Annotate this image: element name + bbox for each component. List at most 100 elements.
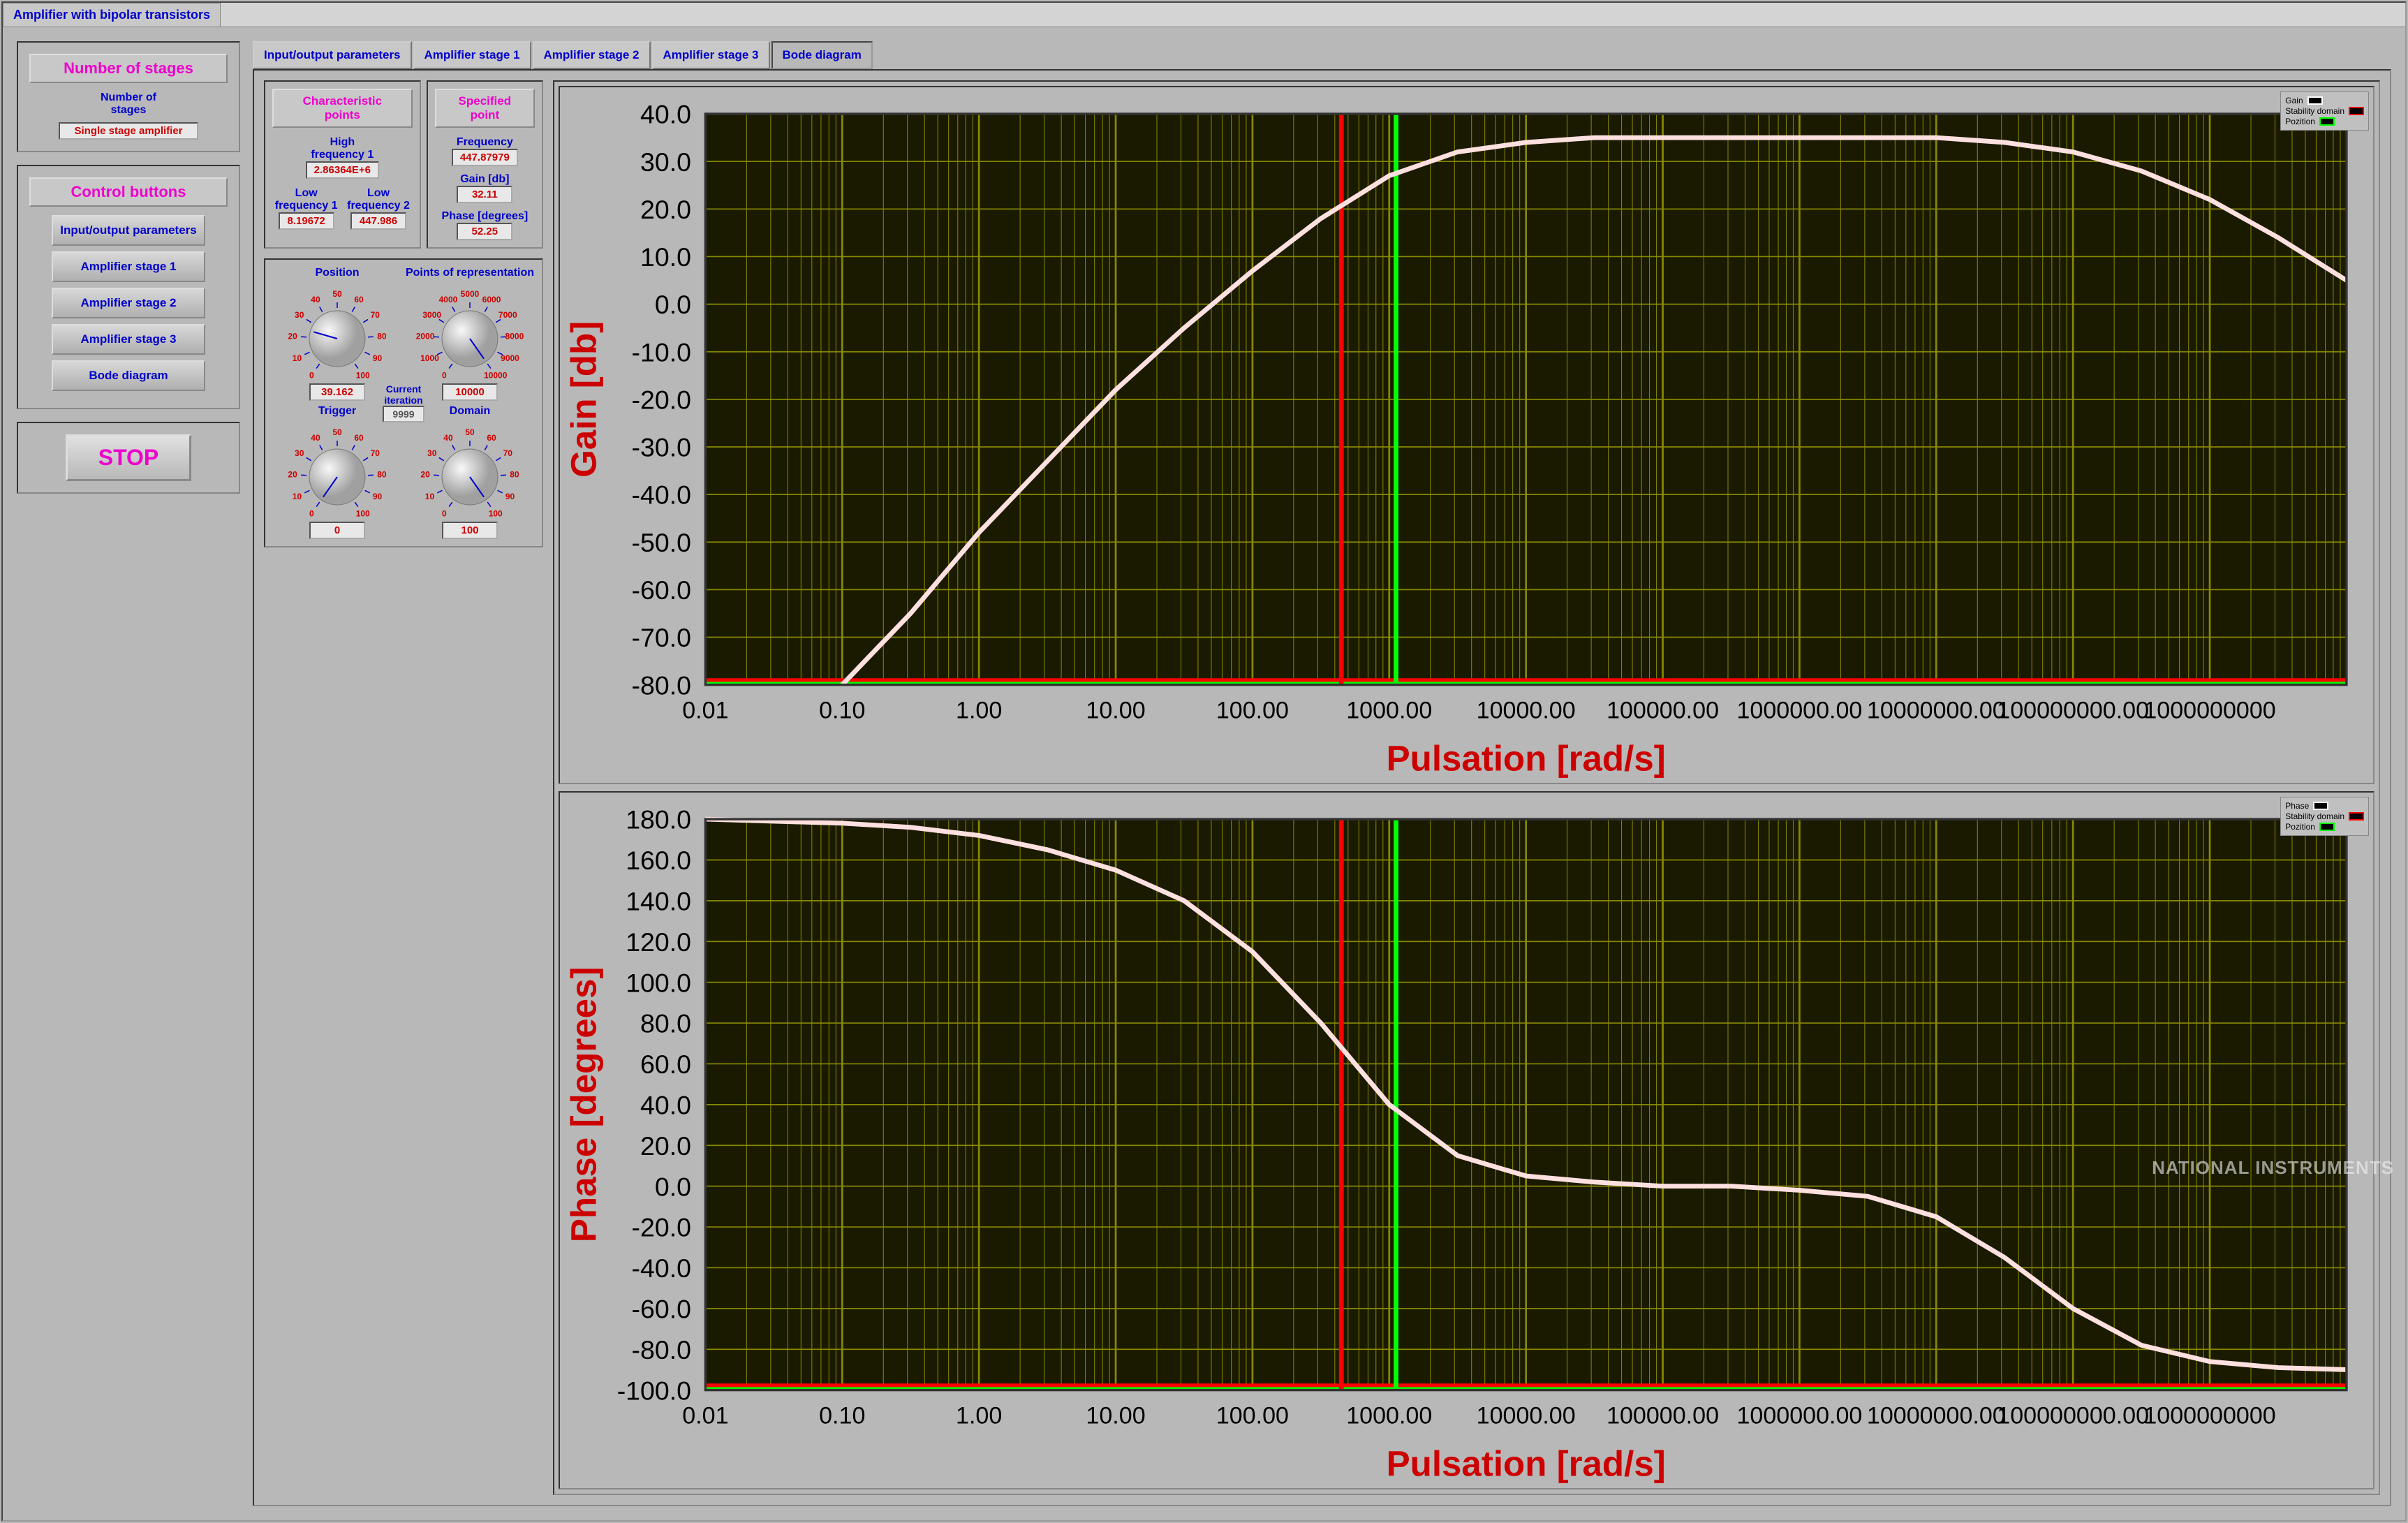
svg-text:-100.0: -100.0 [617,1376,691,1405]
iteration-block: Current iteration 9999 [383,383,424,422]
sub-tab-3[interactable]: Amplifier stage 3 [652,41,770,69]
legend-item: Phase [2285,801,2364,811]
svg-text:-80.0: -80.0 [632,1335,691,1364]
svg-text:1000000000: 1000000000 [2143,1402,2275,1429]
svg-text:10000.00: 10000.00 [1477,1402,1576,1429]
spec-freq-value: 447.87979 [452,149,518,166]
trigger-knob[interactable]: Trigger 0102030405060708090100 0 [272,405,402,539]
svg-text:-40.0: -40.0 [632,1253,691,1283]
sub-tab-4[interactable]: Bode diagram [771,41,873,69]
bode-tab-content: Characteristic points High frequency 1 2… [253,69,2391,1506]
svg-text:90: 90 [505,492,515,501]
lf2-value: 447.986 [350,212,406,230]
control-button-4[interactable]: Bode diagram [52,360,205,391]
svg-text:30.0: 30.0 [640,147,691,177]
trigger-knob-value[interactable]: 0 [309,522,365,539]
svg-text:10000000.00: 10000000.00 [1867,697,2006,723]
legend-item: Stability domain [2285,106,2364,116]
iteration-value: 9999 [383,406,424,422]
svg-text:10: 10 [293,492,302,501]
svg-text:80: 80 [510,470,519,480]
svg-text:10: 10 [425,492,435,501]
svg-text:20.0: 20.0 [640,195,691,224]
position-knob[interactable]: Position 0102030405060708090100 39.162 [272,267,402,401]
control-button-0[interactable]: Input/output parameters [52,215,205,246]
position-knob-value[interactable]: 39.162 [309,383,365,401]
control-button-2[interactable]: Amplifier stage 2 [52,288,205,318]
legend-swatch [2319,823,2335,831]
svg-text:100: 100 [489,508,503,518]
svg-text:Pulsation [rad/s]: Pulsation [rad/s] [1387,1443,1666,1483]
svg-text:40.0: 40.0 [640,1090,691,1119]
svg-text:1000000.00: 1000000.00 [1736,697,1862,723]
svg-text:10000: 10000 [484,370,508,380]
svg-text:100.00: 100.00 [1216,697,1289,723]
window-tab[interactable]: Amplifier with bipolar transistors [3,3,221,27]
lf1-value: 8.19672 [279,212,334,230]
sub-tab-1[interactable]: Amplifier stage 1 [413,41,531,69]
svg-text:100000.00: 100000.00 [1606,697,1719,723]
stop-button[interactable]: STOP [66,434,191,481]
svg-text:-60.0: -60.0 [632,1294,691,1323]
svg-text:10000000.00: 10000000.00 [1867,1402,2006,1429]
svg-text:0.10: 0.10 [819,697,865,723]
svg-text:100: 100 [356,370,370,380]
svg-text:10.00: 10.00 [1086,1402,1145,1429]
svg-text:1.00: 1.00 [956,1402,1002,1429]
svg-text:10.0: 10.0 [640,242,691,272]
svg-text:20: 20 [420,470,430,480]
svg-text:60: 60 [354,433,364,443]
stages-value[interactable]: Single stage amplifier [59,122,198,140]
svg-text:60: 60 [487,433,496,443]
stop-panel: STOP [17,422,240,494]
svg-text:10000.00: 10000.00 [1477,697,1576,723]
hf1-value: 2.86364E+6 [306,161,379,179]
svg-text:-20.0: -20.0 [632,1213,691,1242]
svg-text:0.0: 0.0 [655,290,691,319]
legend-item: Stability domain [2285,811,2364,821]
svg-text:20.0: 20.0 [640,1131,691,1161]
points-knob[interactable]: Points of representation 010002000300040… [405,267,535,401]
stages-header: Number of stages [29,54,228,83]
controls-column: Characteristic points High frequency 1 2… [264,80,543,1495]
svg-text:-60.0: -60.0 [632,575,691,605]
legend-swatch [2307,96,2323,105]
legend-item: Pozition [2285,822,2364,832]
svg-text:-70.0: -70.0 [632,623,691,652]
svg-text:Gain [db]: Gain [db] [564,321,604,478]
svg-text:30: 30 [295,448,304,458]
sub-tab-2[interactable]: Amplifier stage 2 [533,41,651,69]
spec-freq-label: Frequency [435,136,535,149]
control-buttons-panel: Control buttons Input/output parameters A… [17,165,240,409]
control-button-3[interactable]: Amplifier stage 3 [52,324,205,355]
content-area: Number of stages Number of stages Single… [3,27,2405,1520]
svg-text:0: 0 [309,508,314,518]
svg-text:0: 0 [442,508,447,518]
svg-text:80.0: 80.0 [640,1009,691,1038]
legend-swatch [2313,802,2328,810]
svg-text:100.00: 100.00 [1216,1402,1289,1429]
svg-text:50: 50 [332,427,342,437]
hf1-label: High frequency 1 [272,136,413,161]
svg-text:160.0: 160.0 [626,846,691,875]
svg-text:-20.0: -20.0 [632,385,691,414]
svg-text:100000000.00: 100000000.00 [1997,697,2149,723]
phase-chart: -100.0-80.0-60.0-40.0-20.00.020.040.060.… [559,791,2374,1489]
svg-text:100: 100 [356,508,370,518]
svg-text:50: 50 [465,427,475,437]
domain-knob-value[interactable]: 100 [442,522,498,539]
left-column: Number of stages Number of stages Single… [17,41,240,1506]
window-tab-bar: Amplifier with bipolar transistors [3,3,2405,27]
svg-text:40.0: 40.0 [640,100,691,129]
svg-text:5000: 5000 [461,289,480,299]
svg-text:20: 20 [288,332,297,341]
svg-text:120.0: 120.0 [626,927,691,957]
svg-text:0.01: 0.01 [682,697,728,723]
control-button-1[interactable]: Amplifier stage 1 [52,251,205,282]
points-knob-value[interactable]: 10000 [442,383,498,401]
domain-knob[interactable]: Domain 0102030405060708090100 100 [405,405,535,539]
controls-header: Control buttons [29,177,228,207]
svg-text:60: 60 [354,295,364,304]
svg-text:-80.0: -80.0 [632,670,691,700]
sub-tab-0[interactable]: Input/output parameters [253,41,412,69]
